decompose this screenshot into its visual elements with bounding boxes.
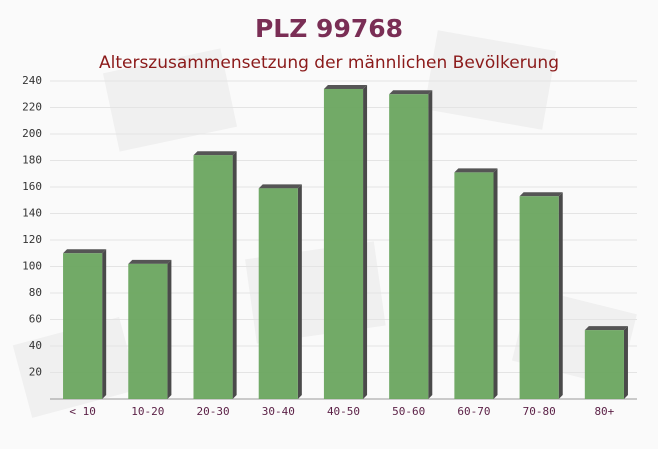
bar bbox=[519, 196, 559, 399]
bar-side bbox=[297, 184, 302, 399]
bar bbox=[389, 94, 429, 399]
bar-top bbox=[323, 84, 368, 89]
chart-title: PLZ 99768 bbox=[255, 14, 403, 43]
y-tick-label: 100 bbox=[22, 260, 42, 273]
bar bbox=[454, 172, 494, 399]
y-tick-label: 80 bbox=[29, 286, 42, 299]
bar-side bbox=[167, 259, 172, 399]
bar-top bbox=[258, 184, 302, 189]
y-tick-label: 160 bbox=[22, 180, 42, 193]
bar-top bbox=[519, 192, 563, 197]
x-tick-label: 20-30 bbox=[196, 405, 229, 418]
bar-side bbox=[363, 84, 368, 399]
y-tick-label: 180 bbox=[22, 154, 42, 167]
bar-side bbox=[428, 90, 433, 399]
y-tick-label: 220 bbox=[22, 101, 42, 114]
bar-top bbox=[128, 259, 172, 264]
bar-side bbox=[493, 168, 498, 399]
bar bbox=[323, 88, 364, 399]
bar-top bbox=[193, 151, 237, 156]
x-tick-label: 30-40 bbox=[262, 405, 295, 418]
y-tick-label: 140 bbox=[22, 207, 42, 220]
bar-top bbox=[389, 90, 433, 95]
chart-subtitle: Alterszusammensetzung der männlichen Bev… bbox=[99, 53, 559, 73]
bar bbox=[128, 263, 168, 399]
bar-top bbox=[63, 249, 107, 254]
y-tick-label: 240 bbox=[22, 74, 42, 87]
x-tick-label: 60-70 bbox=[457, 405, 490, 418]
x-tick-label: < 10 bbox=[69, 405, 96, 418]
x-tick-label: 40-50 bbox=[327, 405, 360, 418]
bar bbox=[584, 330, 624, 399]
bar-side bbox=[102, 249, 107, 399]
bar-top bbox=[454, 168, 498, 173]
bar bbox=[63, 253, 103, 399]
y-tick-label: 20 bbox=[29, 366, 42, 379]
bar-side bbox=[232, 151, 237, 399]
y-tick-label: 200 bbox=[22, 127, 42, 140]
bar-top bbox=[584, 326, 628, 331]
y-tick-label: 60 bbox=[29, 313, 42, 326]
y-tick-label: 120 bbox=[22, 233, 42, 246]
bar-side bbox=[558, 192, 563, 399]
bar bbox=[258, 188, 298, 399]
x-tick-label: 70-80 bbox=[523, 405, 556, 418]
bar bbox=[193, 155, 233, 399]
x-tick-label: 80+ bbox=[594, 405, 614, 418]
y-tick-label: 40 bbox=[29, 339, 42, 352]
x-tick-label: 10-20 bbox=[131, 405, 164, 418]
bar-side bbox=[623, 326, 628, 399]
x-tick-label: 50-60 bbox=[392, 405, 425, 418]
